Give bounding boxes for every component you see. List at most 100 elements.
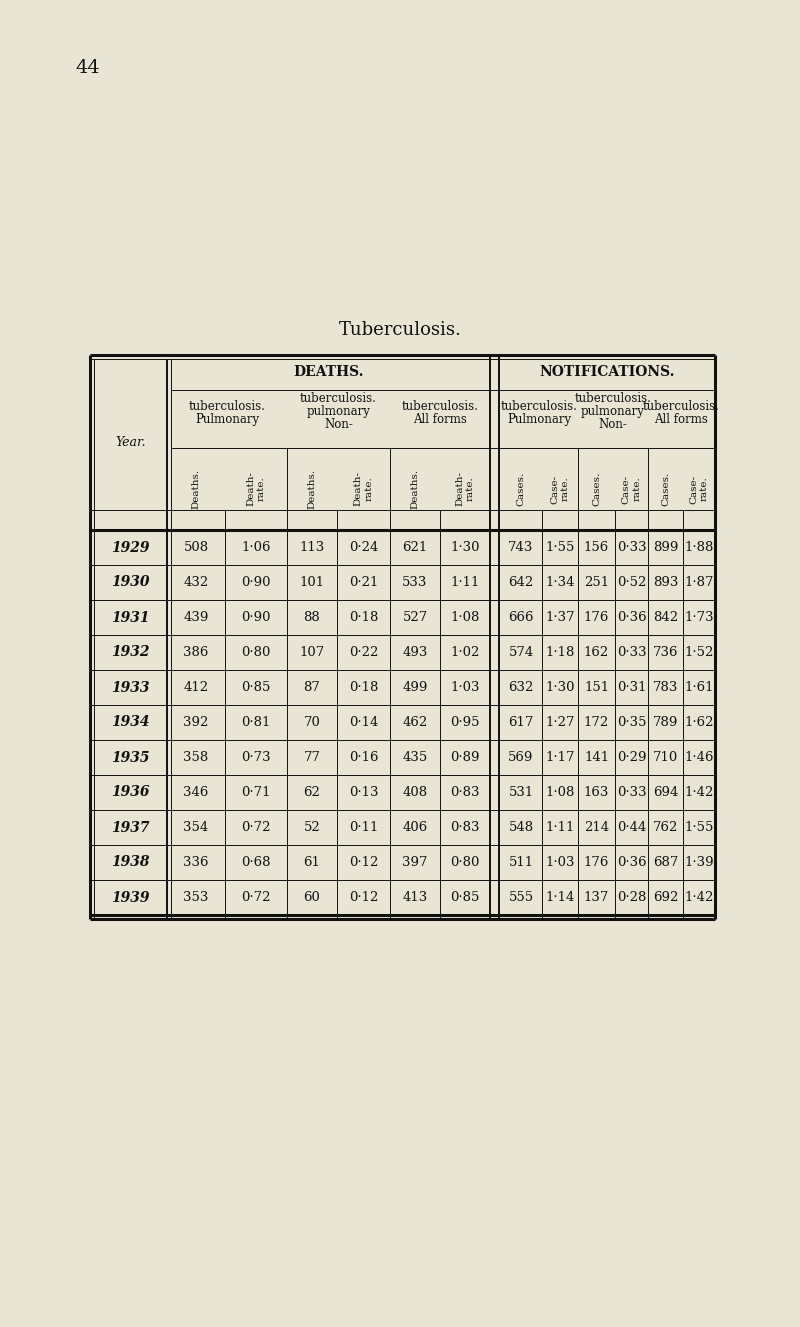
Text: 432: 432 [183, 576, 209, 589]
Text: 0·14: 0·14 [349, 717, 378, 729]
Text: 77: 77 [303, 751, 321, 764]
Text: Death-
rate.: Death- rate. [246, 471, 266, 507]
Text: 0·31: 0·31 [617, 681, 646, 694]
Text: 1·62: 1·62 [684, 717, 714, 729]
Text: tuberculosis.: tuberculosis. [643, 399, 720, 413]
Text: Case-
rate.: Case- rate. [550, 475, 570, 503]
Text: Non-: Non- [598, 418, 627, 430]
Text: 1·11: 1·11 [450, 576, 480, 589]
Text: 1·42: 1·42 [684, 890, 714, 904]
Text: 0·13: 0·13 [349, 786, 378, 799]
Text: 0·83: 0·83 [450, 786, 480, 799]
Text: Tuberculosis.: Tuberculosis. [338, 321, 462, 338]
Text: 162: 162 [584, 646, 609, 660]
Text: 621: 621 [402, 541, 428, 553]
Text: Cases.: Cases. [517, 472, 526, 506]
Text: 493: 493 [402, 646, 428, 660]
Text: 1·30: 1·30 [546, 681, 574, 694]
Text: 1·55: 1·55 [684, 821, 714, 833]
Text: 1·34: 1·34 [546, 576, 574, 589]
Text: 574: 574 [508, 646, 534, 660]
Text: 1931: 1931 [111, 610, 150, 625]
Text: 1·39: 1·39 [684, 856, 714, 869]
Text: 1929: 1929 [111, 540, 150, 555]
Text: 0·18: 0·18 [349, 610, 378, 624]
Text: 0·68: 0·68 [242, 856, 270, 869]
Text: 413: 413 [402, 890, 428, 904]
Text: 0·33: 0·33 [617, 786, 646, 799]
Text: 44: 44 [75, 58, 100, 77]
Text: 533: 533 [402, 576, 428, 589]
Text: 336: 336 [183, 856, 209, 869]
Text: 1·14: 1·14 [546, 890, 574, 904]
Text: 88: 88 [304, 610, 320, 624]
Text: 1·03: 1·03 [450, 681, 480, 694]
Text: 0·35: 0·35 [617, 717, 646, 729]
Text: Death-
rate.: Death- rate. [455, 471, 474, 507]
Text: 1·88: 1·88 [684, 541, 714, 553]
Text: Cases.: Cases. [592, 472, 601, 506]
Text: 527: 527 [402, 610, 428, 624]
Text: All forms: All forms [654, 413, 709, 426]
Text: 62: 62 [303, 786, 321, 799]
Text: 694: 694 [653, 786, 678, 799]
Text: 0·90: 0·90 [242, 576, 270, 589]
Text: 1·55: 1·55 [546, 541, 574, 553]
Text: 101: 101 [299, 576, 325, 589]
Text: 141: 141 [584, 751, 609, 764]
Text: Case-
rate.: Case- rate. [690, 475, 709, 503]
Text: 1·02: 1·02 [450, 646, 480, 660]
Text: 1·06: 1·06 [242, 541, 270, 553]
Text: 1·61: 1·61 [684, 681, 714, 694]
Text: 346: 346 [183, 786, 209, 799]
Text: 251: 251 [584, 576, 609, 589]
Text: 642: 642 [508, 576, 534, 589]
Text: Cases.: Cases. [661, 472, 670, 506]
Text: 107: 107 [299, 646, 325, 660]
Text: Deaths.: Deaths. [410, 468, 419, 510]
Text: Pulmonary: Pulmonary [195, 413, 259, 426]
Text: 172: 172 [584, 717, 609, 729]
Text: Death-
rate.: Death- rate. [354, 471, 373, 507]
Text: 0·12: 0·12 [349, 856, 378, 869]
Text: 137: 137 [584, 890, 609, 904]
Text: 386: 386 [183, 646, 209, 660]
Text: 736: 736 [653, 646, 678, 660]
Text: 0·95: 0·95 [450, 717, 480, 729]
Text: 632: 632 [508, 681, 534, 694]
Text: 397: 397 [402, 856, 428, 869]
Text: 439: 439 [183, 610, 209, 624]
Text: 1·73: 1·73 [684, 610, 714, 624]
Text: tuberculosis.: tuberculosis. [300, 391, 377, 405]
Text: 692: 692 [653, 890, 678, 904]
Text: 0·22: 0·22 [349, 646, 378, 660]
Text: 412: 412 [183, 681, 209, 694]
Text: 1937: 1937 [111, 820, 150, 835]
Text: 0·33: 0·33 [617, 541, 646, 553]
Text: 0·72: 0·72 [242, 890, 270, 904]
Text: 1933: 1933 [111, 681, 150, 694]
Text: 435: 435 [402, 751, 428, 764]
Text: 70: 70 [303, 717, 321, 729]
Text: 176: 176 [584, 610, 609, 624]
Text: DEATHS.: DEATHS. [294, 365, 364, 380]
Text: 176: 176 [584, 856, 609, 869]
Text: 0·12: 0·12 [349, 890, 378, 904]
Text: 0·89: 0·89 [450, 751, 480, 764]
Text: 0·36: 0·36 [617, 856, 646, 869]
Text: 531: 531 [508, 786, 534, 799]
Text: 743: 743 [508, 541, 534, 553]
Text: 0·24: 0·24 [349, 541, 378, 553]
Text: 687: 687 [653, 856, 678, 869]
Text: 1·27: 1·27 [546, 717, 574, 729]
Text: 783: 783 [653, 681, 678, 694]
Text: 1·17: 1·17 [546, 751, 574, 764]
Text: 1·87: 1·87 [684, 576, 714, 589]
Text: 0·44: 0·44 [617, 821, 646, 833]
Text: 1938: 1938 [111, 856, 150, 869]
Text: Non-: Non- [324, 418, 353, 430]
Text: 789: 789 [653, 717, 678, 729]
Text: 1·18: 1·18 [546, 646, 574, 660]
Text: 0·73: 0·73 [241, 751, 271, 764]
Text: 0·85: 0·85 [242, 681, 270, 694]
